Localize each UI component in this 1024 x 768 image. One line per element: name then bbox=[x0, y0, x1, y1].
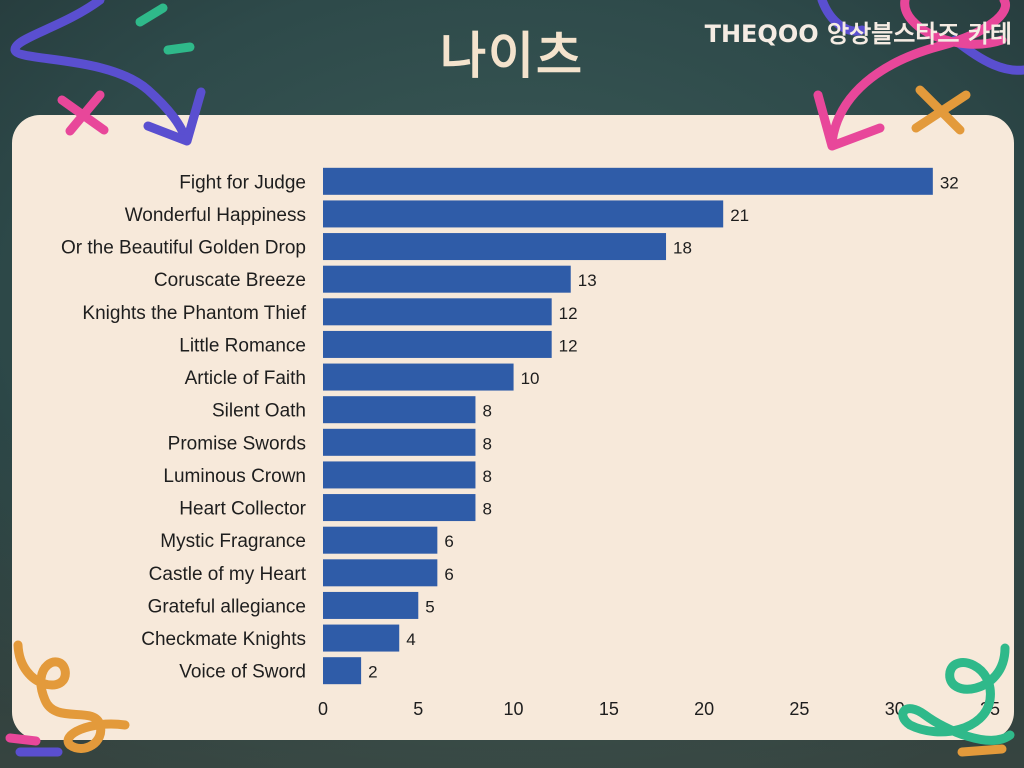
category-label: Knights the Phantom Thief bbox=[82, 303, 306, 324]
bar bbox=[323, 526, 438, 554]
x-tick-label: 5 bbox=[413, 699, 423, 719]
value-label: 12 bbox=[559, 336, 578, 355]
x-tick-label: 15 bbox=[599, 699, 619, 719]
purple-arrow-doodle bbox=[10, 0, 191, 145]
category-label: Wonderful Happiness bbox=[125, 205, 306, 226]
value-label: 2 bbox=[368, 663, 377, 682]
category-labels: Fight for Judge Wonderful Happiness Or the… bbox=[61, 172, 307, 682]
bar bbox=[323, 657, 362, 685]
value-label: 18 bbox=[673, 239, 692, 258]
bar bbox=[323, 233, 667, 261]
category-label: Grateful allegiance bbox=[148, 596, 306, 617]
value-label: 21 bbox=[730, 206, 749, 225]
x-tick-label: 10 bbox=[504, 699, 524, 719]
value-label: 6 bbox=[444, 532, 453, 551]
bar bbox=[323, 461, 476, 489]
purple-arrowhead-doodle bbox=[143, 87, 206, 146]
category-label: Article of Faith bbox=[185, 368, 306, 389]
x-tick-label: 25 bbox=[789, 699, 809, 719]
pink-arrow-doodle bbox=[827, 0, 1010, 147]
category-label: Castle of my Heart bbox=[149, 564, 307, 585]
category-label: Voice of Sword bbox=[179, 662, 306, 683]
category-label: Checkmate Knights bbox=[141, 629, 306, 650]
category-label: Fight for Judge bbox=[179, 172, 306, 193]
bar bbox=[323, 624, 400, 652]
value-label: 10 bbox=[521, 369, 540, 388]
bars-group bbox=[323, 167, 933, 685]
category-label: Promise Swords bbox=[168, 433, 306, 454]
bar bbox=[323, 200, 724, 228]
category-label: Mystic Fragrance bbox=[160, 531, 306, 552]
bar bbox=[323, 428, 476, 456]
value-label: 13 bbox=[578, 271, 597, 290]
value-label: 8 bbox=[482, 402, 491, 421]
pink-x-doodle bbox=[57, 90, 109, 136]
category-label: Heart Collector bbox=[179, 499, 306, 520]
orange-line-doodle bbox=[957, 744, 1007, 757]
bar bbox=[323, 330, 552, 358]
bar bbox=[323, 363, 514, 391]
bar bbox=[323, 265, 571, 293]
bar bbox=[323, 494, 476, 522]
green-dash-doodle bbox=[135, 3, 168, 27]
value-label: 8 bbox=[482, 434, 491, 453]
chart-title: 나이츠 bbox=[440, 27, 584, 85]
category-label: Or the Beautiful Golden Drop bbox=[61, 238, 306, 259]
value-label: 6 bbox=[444, 565, 453, 584]
pink-loop-doodle bbox=[900, 0, 1007, 49]
category-label: Little Romance bbox=[179, 335, 306, 356]
category-label: Silent Oath bbox=[212, 401, 306, 422]
value-label: 8 bbox=[482, 500, 491, 519]
category-label: Luminous Crown bbox=[163, 466, 306, 487]
bar bbox=[323, 559, 438, 587]
bar bbox=[323, 396, 476, 424]
value-label: 32 bbox=[940, 173, 959, 192]
bar bbox=[323, 167, 933, 195]
green-dash-doodle bbox=[163, 42, 195, 55]
value-label: 12 bbox=[559, 304, 578, 323]
category-label: Coruscate Breeze bbox=[154, 270, 306, 291]
green-curl-doodle bbox=[898, 643, 1015, 745]
source-caption: THEQOO 앙상블스타즈 카테 bbox=[704, 20, 1012, 48]
bar bbox=[323, 298, 552, 326]
purple-line-doodle bbox=[817, 0, 867, 36]
x-tick-label: 0 bbox=[318, 699, 328, 719]
value-label: 5 bbox=[425, 597, 434, 616]
bar bbox=[323, 591, 419, 619]
value-label: 8 bbox=[482, 467, 491, 486]
pink-line-doodle bbox=[5, 733, 41, 746]
value-label: 4 bbox=[406, 630, 415, 649]
orange-curl-doodle bbox=[13, 640, 130, 753]
pink-arrowhead-doodle bbox=[813, 90, 885, 151]
x-tick-label: 20 bbox=[694, 699, 714, 719]
orange-x-doodle bbox=[911, 85, 971, 135]
